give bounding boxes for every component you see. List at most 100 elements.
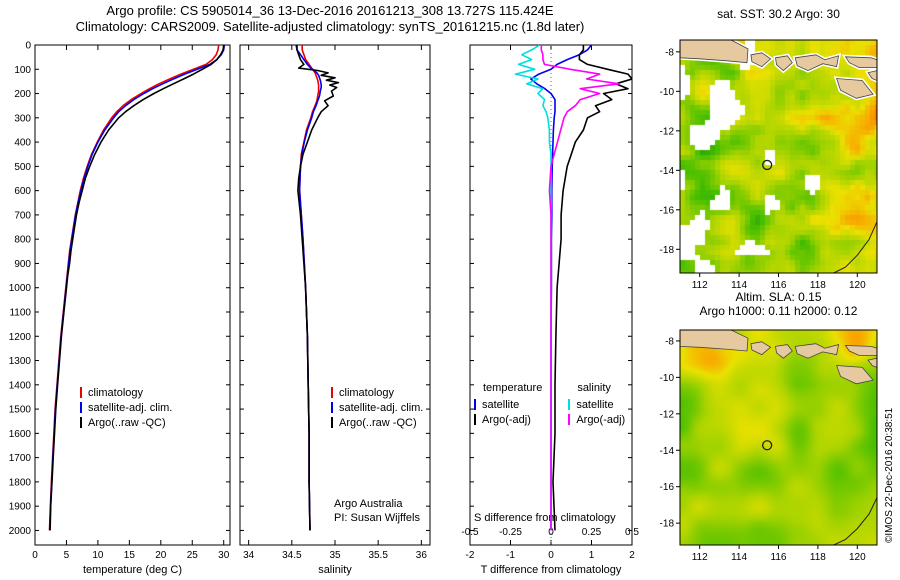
lat-tick-label: -14	[660, 446, 675, 457]
legend-color-marker	[474, 414, 476, 425]
lon-tick-label: 114	[731, 280, 747, 291]
depth-tick-label: 1600	[9, 429, 32, 440]
legend-item: climatology	[80, 385, 172, 400]
x-tick-label: 0	[548, 550, 554, 561]
series-argo-raw-qc-	[49, 45, 225, 531]
island	[775, 55, 793, 72]
legend-group-temperature: temperature satellite Argo(-adj)	[474, 382, 542, 427]
lat-tick-label: -12	[660, 126, 675, 137]
legend-color-marker	[80, 387, 82, 398]
depth-tick-label: 1700	[9, 453, 32, 464]
legend-label: satellite-adj. clim.	[88, 401, 173, 414]
axis-frame	[239, 44, 431, 546]
depth-tick-label: 300	[14, 113, 31, 124]
legend-item: Argo(..raw -QC)	[331, 415, 423, 430]
map-frame	[679, 329, 878, 546]
map-land-layer	[680, 330, 877, 545]
island	[750, 341, 772, 356]
credits: Argo Australia PI: Susan Wijffels	[334, 497, 420, 525]
legend-label: Argo(..raw -QC)	[339, 416, 417, 429]
depth-tick-label: 1300	[9, 356, 32, 367]
island	[836, 365, 874, 385]
lat-tick-label: -16	[660, 482, 675, 493]
island	[844, 56, 877, 68]
axis-frame	[34, 44, 231, 546]
legend-item: satellite	[568, 397, 625, 412]
lon-tick-label: 120	[849, 552, 866, 563]
x-tick-label: 35	[329, 550, 341, 561]
credit-line2: PI: Susan Wijffels	[334, 512, 420, 524]
legend-group-salinity: salinity satellite Argo(-adj)	[568, 382, 625, 427]
map-frame	[679, 39, 878, 274]
lon-tick-label: 116	[771, 280, 787, 291]
legend-color-marker	[568, 399, 571, 410]
depth-tick-label: 700	[14, 210, 31, 221]
map-land-layer	[680, 40, 877, 273]
series-salinity-argo-adj-	[540, 45, 620, 531]
australia-coastline	[833, 497, 877, 545]
lon-tick-label: 116	[771, 552, 787, 563]
x-tick-label: 5	[64, 550, 70, 561]
s-tick-label: -0.25	[499, 527, 522, 538]
sla-map-title-line2: Argo h1000: 0.11 h2000: 0.12	[699, 304, 858, 318]
x-tick-label: 25	[187, 550, 199, 561]
x-tick-label: -1	[506, 550, 515, 561]
depth-tick-label: 900	[14, 259, 31, 270]
legend-item: Argo(-adj)	[474, 412, 542, 427]
lat-tick-label: -10	[660, 87, 675, 98]
lon-tick-label: 114	[731, 552, 747, 563]
legend-label: climatology	[88, 386, 144, 399]
series-satellite-adj-clim-	[48, 45, 226, 531]
series-salinity-satellite	[514, 45, 552, 531]
lat-tick-label: -14	[660, 166, 675, 177]
island	[680, 330, 749, 352]
depth-tick-label: 1000	[9, 283, 32, 294]
series-climatology	[48, 45, 220, 531]
legend-color-marker	[568, 414, 571, 425]
salinity-panel-legend: climatology satellite-adj. clim. Argo(..ra…	[331, 385, 423, 430]
x-axis-label: T difference from climatology	[481, 564, 622, 576]
s-tick-label: 0.25	[582, 527, 602, 538]
legend-group-header: temperature	[483, 382, 543, 394]
figure-title-line1: Argo profile: CS 5905014_36 13-Dec-2016 …	[106, 3, 554, 18]
x-tick-label: 2	[629, 550, 635, 561]
temperature-panel-legend: climatology satellite-adj. clim. Argo(..ra…	[80, 385, 172, 430]
depth-tick-label: 1100	[9, 307, 31, 318]
legend-color-marker	[331, 402, 333, 413]
legend-color-marker	[331, 417, 333, 428]
x-tick-label: -2	[466, 550, 475, 561]
legend-color-marker	[80, 402, 82, 413]
s-tick-label: 0	[548, 527, 554, 538]
island	[750, 52, 772, 68]
legend-color-marker	[474, 399, 476, 410]
legend-label: satellite	[576, 398, 614, 411]
series-temperature-argo-adj-	[552, 45, 632, 531]
legend-label: Argo(..raw -QC)	[88, 416, 166, 429]
sla-map-title-line1: Altim. SLA: 0.15	[735, 290, 822, 304]
legend-label: satellite-adj. clim.	[339, 401, 424, 414]
legend-item: climatology	[331, 385, 423, 400]
x-tick-label: 34.5	[282, 550, 302, 561]
lat-tick-label: -18	[660, 519, 675, 530]
credit-line1: Argo Australia	[334, 498, 403, 510]
legend-color-marker	[331, 387, 333, 398]
x-tick-label: 20	[155, 550, 167, 561]
x-tick-label: 15	[124, 550, 136, 561]
legend-group-header: salinity	[577, 382, 611, 394]
lat-tick-label: -12	[660, 409, 675, 420]
legend-label: Argo(-adj)	[482, 413, 531, 426]
series-argo-raw-qc-	[296, 45, 340, 531]
imos-watermark: ©IMOS 22-Dec-2016 20:38:51	[884, 407, 895, 543]
lon-tick-label: 118	[810, 280, 826, 291]
depth-tick-label: 1800	[9, 477, 32, 488]
lon-tick-label: 120	[849, 280, 866, 291]
legend-item: Argo(-adj)	[568, 412, 625, 427]
island	[867, 357, 877, 368]
x-tick-label: 0	[32, 550, 38, 561]
x-tick-label: 35.5	[368, 550, 388, 561]
s-tick-label: -0.5	[461, 527, 479, 538]
profile-location-marker	[762, 440, 773, 451]
lat-tick-label: -8	[665, 336, 674, 347]
